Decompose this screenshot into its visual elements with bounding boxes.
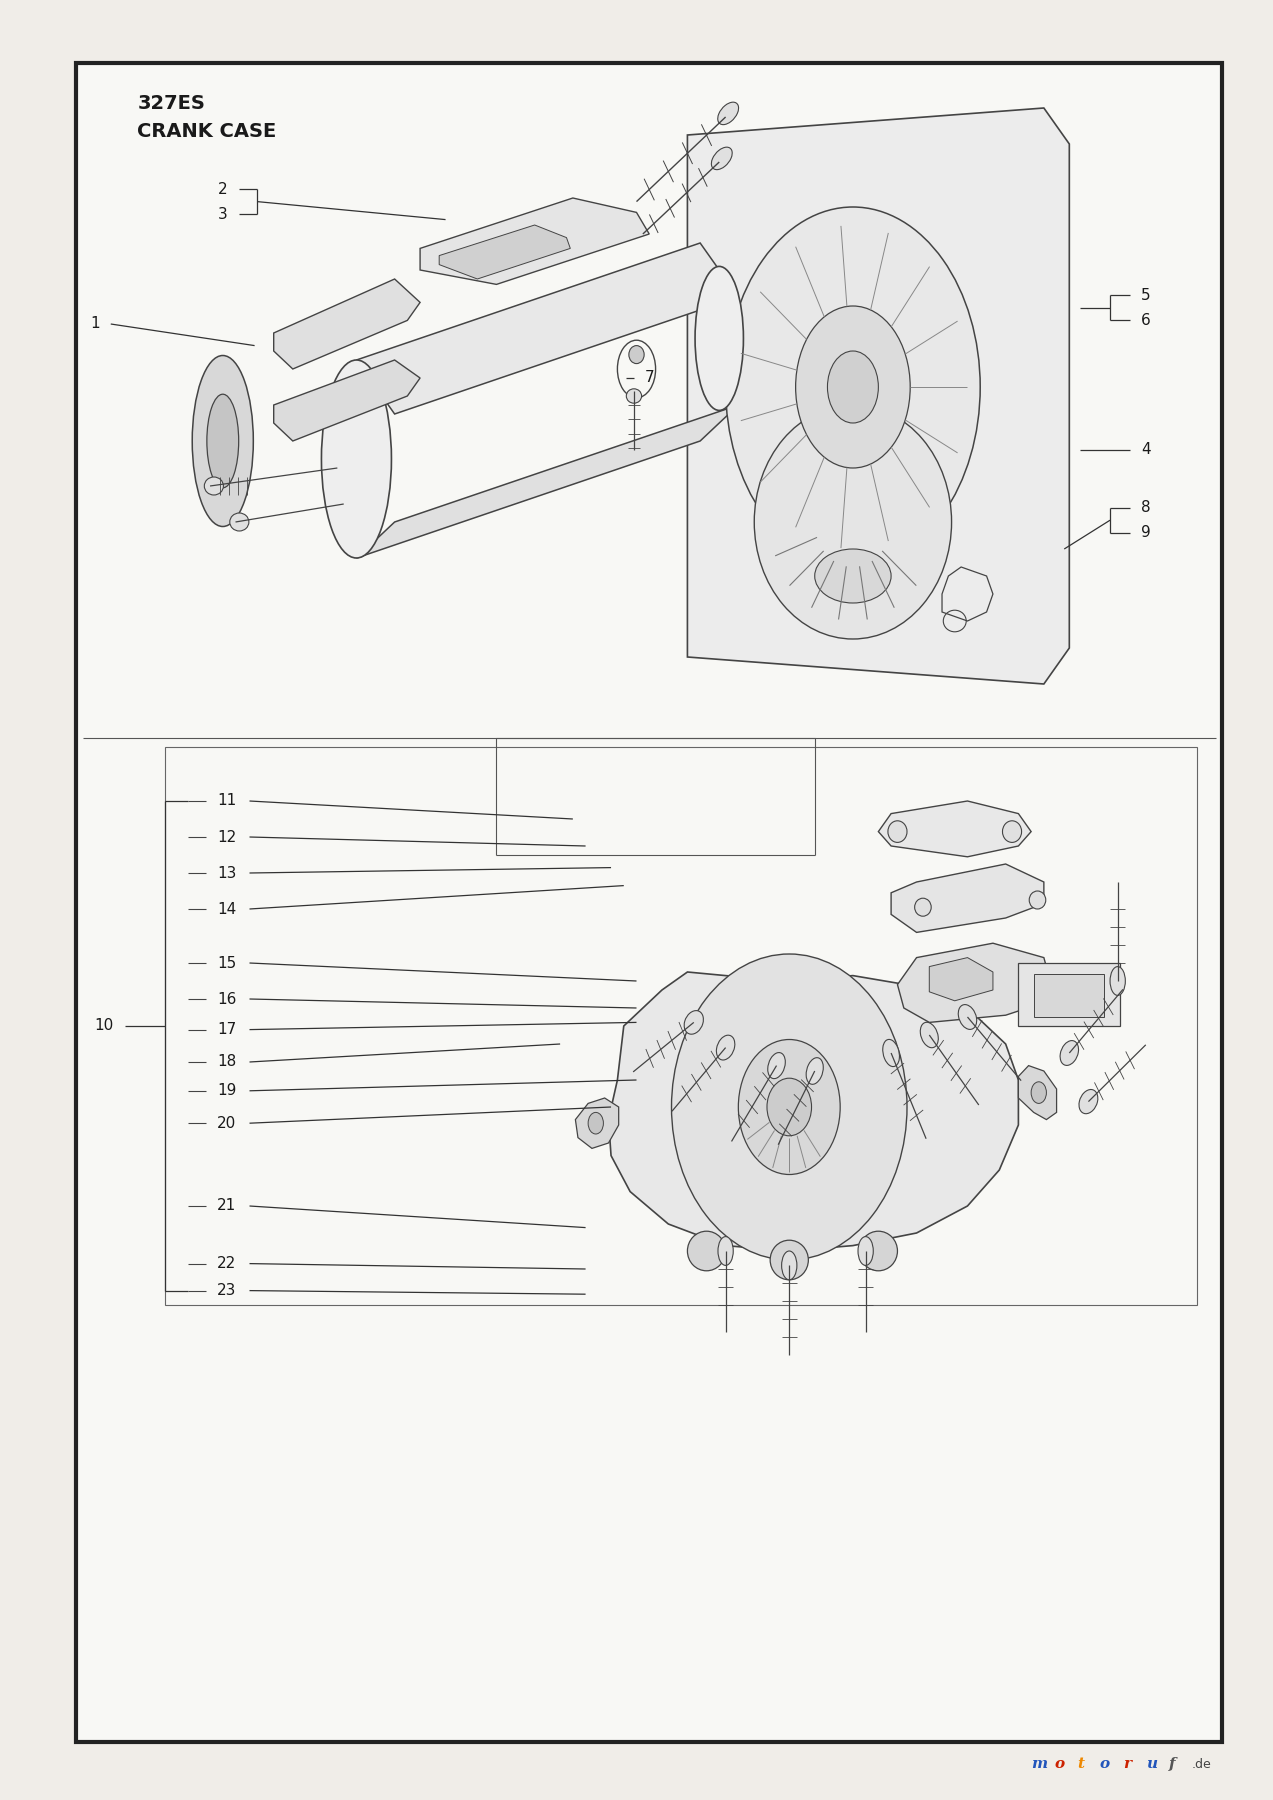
Polygon shape bbox=[420, 198, 649, 284]
Text: 8: 8 bbox=[1141, 500, 1151, 515]
Text: 20: 20 bbox=[216, 1116, 237, 1130]
Polygon shape bbox=[687, 108, 1069, 684]
Text: u: u bbox=[1146, 1757, 1157, 1771]
Polygon shape bbox=[439, 225, 570, 279]
Text: 14: 14 bbox=[216, 902, 237, 916]
Text: 10: 10 bbox=[94, 1019, 115, 1033]
Text: o: o bbox=[1054, 1757, 1064, 1771]
Text: 3: 3 bbox=[218, 207, 228, 221]
Polygon shape bbox=[274, 360, 420, 441]
Bar bbox=[1018, 963, 1120, 1026]
Ellipse shape bbox=[858, 1237, 873, 1265]
Ellipse shape bbox=[770, 1240, 808, 1280]
Ellipse shape bbox=[718, 1237, 733, 1265]
Polygon shape bbox=[356, 243, 738, 414]
Polygon shape bbox=[575, 1098, 619, 1148]
Ellipse shape bbox=[684, 1010, 704, 1035]
Polygon shape bbox=[878, 801, 1031, 857]
Polygon shape bbox=[356, 405, 738, 558]
Polygon shape bbox=[897, 943, 1050, 1022]
Ellipse shape bbox=[672, 954, 906, 1260]
Ellipse shape bbox=[712, 148, 732, 169]
Ellipse shape bbox=[766, 1078, 812, 1136]
Bar bbox=[76, 63, 1222, 1742]
Ellipse shape bbox=[1031, 1082, 1046, 1103]
Bar bbox=[165, 747, 1197, 1305]
Ellipse shape bbox=[754, 405, 951, 639]
Ellipse shape bbox=[321, 360, 392, 558]
Ellipse shape bbox=[1029, 891, 1045, 909]
Text: 7: 7 bbox=[644, 371, 654, 385]
Text: 18: 18 bbox=[216, 1055, 237, 1069]
Ellipse shape bbox=[768, 1053, 785, 1078]
Ellipse shape bbox=[887, 821, 906, 842]
Text: 327ES: 327ES bbox=[137, 94, 205, 113]
Polygon shape bbox=[929, 958, 993, 1001]
Ellipse shape bbox=[914, 898, 931, 916]
Text: 12: 12 bbox=[216, 830, 237, 844]
Ellipse shape bbox=[859, 1231, 897, 1271]
Ellipse shape bbox=[206, 394, 238, 488]
Text: t: t bbox=[1077, 1757, 1083, 1771]
Text: 11: 11 bbox=[216, 794, 237, 808]
Ellipse shape bbox=[718, 103, 738, 124]
Ellipse shape bbox=[1060, 1040, 1078, 1066]
Ellipse shape bbox=[1110, 967, 1125, 995]
Text: 5: 5 bbox=[1141, 288, 1151, 302]
Ellipse shape bbox=[629, 346, 644, 364]
Text: f: f bbox=[1169, 1757, 1175, 1771]
Text: r: r bbox=[1123, 1757, 1130, 1771]
Ellipse shape bbox=[687, 1231, 726, 1271]
Text: 16: 16 bbox=[216, 992, 237, 1006]
Polygon shape bbox=[1018, 1066, 1057, 1120]
Text: 15: 15 bbox=[216, 956, 237, 970]
Ellipse shape bbox=[229, 513, 250, 531]
Ellipse shape bbox=[815, 549, 891, 603]
Text: .de: .de bbox=[1192, 1759, 1212, 1771]
Ellipse shape bbox=[1080, 1089, 1097, 1114]
Ellipse shape bbox=[806, 1058, 824, 1084]
Ellipse shape bbox=[738, 1040, 840, 1175]
Text: 17: 17 bbox=[216, 1022, 237, 1037]
Ellipse shape bbox=[717, 1035, 735, 1060]
Text: o: o bbox=[1100, 1757, 1110, 1771]
Text: 2: 2 bbox=[218, 182, 228, 196]
Text: 23: 23 bbox=[216, 1283, 237, 1298]
Ellipse shape bbox=[626, 389, 642, 403]
Ellipse shape bbox=[1002, 821, 1021, 842]
Ellipse shape bbox=[782, 1251, 797, 1280]
Ellipse shape bbox=[920, 1022, 938, 1048]
Polygon shape bbox=[274, 279, 420, 369]
Polygon shape bbox=[608, 972, 1018, 1251]
Ellipse shape bbox=[959, 1004, 976, 1030]
Text: 19: 19 bbox=[216, 1084, 237, 1098]
Text: 22: 22 bbox=[216, 1256, 237, 1271]
Ellipse shape bbox=[204, 477, 224, 495]
Text: 9: 9 bbox=[1141, 526, 1151, 540]
Text: m: m bbox=[1031, 1757, 1048, 1771]
Text: 4: 4 bbox=[1141, 443, 1151, 457]
Bar bbox=[1034, 974, 1104, 1017]
Ellipse shape bbox=[726, 207, 980, 567]
Text: 1: 1 bbox=[90, 317, 101, 331]
Text: CRANK CASE: CRANK CASE bbox=[137, 122, 276, 142]
Text: 13: 13 bbox=[216, 866, 237, 880]
Ellipse shape bbox=[588, 1112, 603, 1134]
Ellipse shape bbox=[882, 1039, 900, 1067]
Ellipse shape bbox=[192, 356, 253, 526]
Ellipse shape bbox=[695, 266, 743, 410]
Ellipse shape bbox=[796, 306, 910, 468]
Text: 6: 6 bbox=[1141, 313, 1151, 328]
Ellipse shape bbox=[827, 351, 878, 423]
Polygon shape bbox=[891, 864, 1044, 932]
Text: 21: 21 bbox=[216, 1199, 237, 1213]
